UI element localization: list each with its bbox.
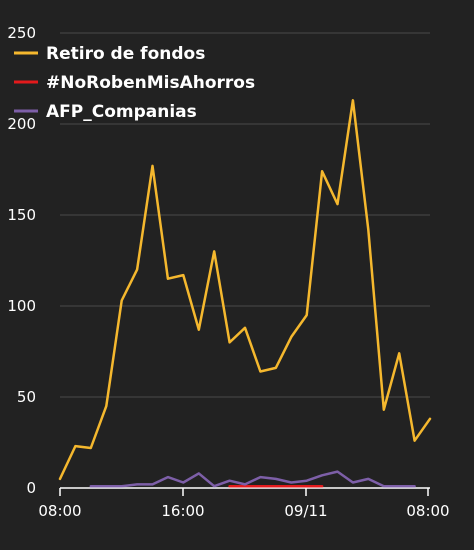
x-tick-label: 08:00 — [406, 502, 449, 520]
legend-label: #NoRobenMisAhorros — [46, 73, 255, 93]
legend: Retiro de fondos #NoRobenMisAhorros AFP_Co… — [14, 44, 255, 122]
series-lines — [58, 99, 432, 488]
y-axis-ticks: 0 50 100 150 200 250 — [7, 24, 36, 497]
y-tick-label: 150 — [7, 206, 36, 224]
x-tick-label: 16:00 — [161, 502, 204, 520]
y-tick-label: 100 — [7, 297, 36, 315]
y-tick-label: 50 — [17, 388, 36, 406]
legend-label: AFP_Companias — [46, 102, 197, 122]
legend-label: Retiro de fondos — [46, 44, 205, 64]
x-tick-label: 08:00 — [38, 502, 81, 520]
x-axis: 08:00 16:00 09/11 08:00 — [38, 487, 450, 520]
y-tick-label: 250 — [7, 24, 36, 42]
y-tick-label: 200 — [7, 115, 36, 133]
y-tick-label: 0 — [26, 479, 36, 497]
series-line-0 — [58, 99, 432, 481]
x-tick-label: 09/11 — [284, 502, 327, 520]
series-line-2 — [89, 470, 416, 488]
